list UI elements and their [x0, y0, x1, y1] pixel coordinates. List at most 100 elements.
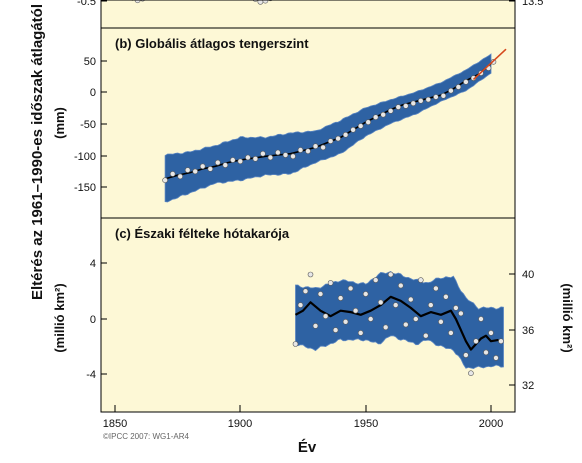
panel-c-data-point	[292, 341, 299, 347]
panel-b-data-point	[395, 104, 402, 110]
panel-b-data-point	[433, 94, 439, 100]
panel-c-data-point	[297, 302, 304, 308]
panel-b-tick-minus150: -150	[74, 182, 96, 194]
panel-c-data-point	[332, 327, 339, 333]
panel-c-data-point	[443, 293, 449, 300]
panel-c-data-point	[427, 302, 434, 308]
panel-c-data-point	[357, 330, 364, 336]
panel-b-data-point	[162, 177, 168, 183]
panel-b-data-point	[207, 166, 214, 172]
panel-a-right-tick-label: 13.5	[522, 0, 543, 8]
panel-c-data-point	[392, 302, 399, 308]
panel-b-data-point	[380, 111, 387, 118]
panel-c-frame	[100, 217, 516, 413]
panel-c-data-point	[453, 305, 459, 311]
panel-b-data-point	[455, 84, 462, 90]
panel-c-data-point	[422, 332, 429, 339]
panel-b-data-point	[402, 103, 409, 109]
panel-c-right-tick-32: 32	[522, 380, 534, 392]
panel-c-data-point	[463, 352, 469, 358]
panel-c-data-point	[362, 291, 369, 297]
panel-b-data-point	[425, 96, 432, 103]
panel-b-plot	[162, 48, 507, 203]
panel-c-data-point	[352, 307, 359, 314]
panel-c-data-point	[397, 282, 404, 289]
panel-b-data-point	[312, 143, 319, 149]
panel-c-data-point	[473, 338, 479, 345]
panel-c-tick-minus4: -4	[86, 369, 96, 381]
panel-c-data-point	[302, 288, 309, 295]
panel-b-data-point	[192, 168, 198, 175]
panel-b-data-point	[169, 171, 176, 177]
panel-a-data-point	[262, 0, 269, 4]
panel-c-data-point	[438, 318, 444, 325]
panel-c-data-point	[458, 310, 464, 317]
panel-a-left-axis: -0.5	[77, 0, 107, 8]
panel-a-data-point	[257, 0, 264, 5]
panel-c-smoothed-line	[294, 295, 499, 351]
panel-b-data-point	[365, 119, 372, 125]
x-axis-label: Év	[298, 439, 317, 456]
panel-b-data-point	[230, 157, 236, 163]
panel-c-data-point	[387, 271, 394, 278]
panel-c-data-point	[478, 316, 484, 322]
panel-c-data-point	[488, 330, 494, 336]
panel-a-left-tick-label: -0.5	[77, 0, 96, 8]
panel-b-data-point	[237, 158, 244, 165]
panel-c-data-point	[468, 370, 474, 377]
panel-b-data-point	[177, 173, 183, 180]
panel-b-data-point	[327, 138, 334, 144]
panel-c-right-tick-36: 36	[522, 325, 534, 337]
panel-b-satellite-trend-line	[472, 48, 507, 80]
panel-b-tick-0: 0	[90, 87, 96, 99]
panel-b-data-point	[215, 159, 221, 166]
panel-c-data-point	[347, 285, 354, 292]
panel-b-data-point	[290, 153, 296, 160]
panel-a-background	[101, 0, 515, 28]
panel-c-uncertainty-band	[295, 271, 504, 370]
panel-b-left-axis: 50 0 -50 -100 -150	[74, 56, 107, 194]
panel-b-background	[101, 28, 515, 218]
x-tick-1950: 1950	[354, 418, 378, 430]
panel-c-data-point	[307, 271, 314, 278]
panel-b-uncertainty-band	[164, 53, 492, 203]
panel-b-data-point	[260, 150, 266, 157]
panel-c-data-point	[382, 324, 389, 331]
panel-c-data-point	[412, 316, 419, 322]
panel-c-data-point	[367, 316, 374, 322]
panel-b-data-point	[440, 93, 447, 99]
panel-c-left-ylabel: (millió km²)	[52, 283, 67, 352]
panel-c-data-point	[407, 296, 414, 303]
panel-b-data-point	[342, 132, 349, 138]
panel-b-tick-minus100: -100	[74, 151, 96, 163]
panel-b-data-point	[335, 135, 341, 142]
panel-b-data-point	[372, 114, 379, 120]
panel-b-data-point	[448, 87, 454, 94]
panel-b-data-point	[410, 100, 417, 107]
panel-c-data-point	[483, 349, 489, 356]
panel-c-data-point	[433, 285, 439, 292]
panel-c-right-tick-40: 40	[522, 269, 534, 281]
panel-b-tick-minus50: -50	[80, 119, 96, 131]
x-tick-1900: 1900	[228, 418, 252, 430]
panel-b-data-point	[417, 98, 424, 104]
panel-b-tick-50: 50	[84, 56, 96, 68]
panel-b-data-point	[320, 144, 326, 151]
panel-b-data-point	[199, 163, 206, 170]
panel-b-title: (b) Globális átlagos tengerszint	[115, 36, 309, 51]
panel-b-data-point	[463, 79, 469, 85]
panel-b-data-point	[245, 154, 251, 161]
panel-c-data-point	[372, 277, 379, 283]
panel-c-data-point	[327, 280, 334, 286]
panel-c-right-axis: 40 36 32	[509, 269, 534, 392]
panel-b-data-point	[297, 147, 304, 153]
shared-ylabel: Eltérés az 1961–1990-es időszak átlagátó…	[29, 4, 46, 300]
panel-a-right-axis: 13.5	[509, 0, 543, 8]
panel-c-data-point	[312, 323, 319, 329]
panel-c-data-point	[493, 355, 499, 361]
panel-c-data-point	[322, 313, 329, 320]
panel-c-left-axis: 4 0 -4	[86, 258, 107, 381]
panel-c-plot	[292, 271, 504, 377]
panel-b-data-point	[305, 148, 311, 154]
